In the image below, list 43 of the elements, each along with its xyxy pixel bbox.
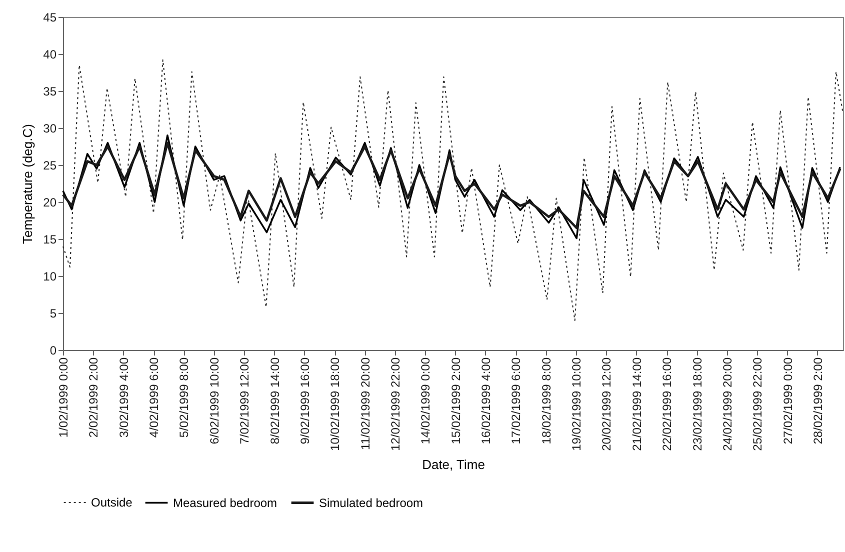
x-axis-title: Date, Time	[422, 456, 485, 472]
x-tick-label: 14/02/1999 0:00	[418, 357, 433, 444]
x-tick-label: 15/02/1999 2:00	[448, 357, 463, 444]
line-series	[62, 142, 842, 230]
y-tick-label: 45	[43, 10, 57, 24]
x-tick-label: 21/02/1999 14:00	[630, 357, 644, 451]
y-tick-label: 15	[43, 232, 57, 246]
y-tick-label: 5	[50, 306, 57, 320]
y-tick-label: 10	[43, 270, 57, 284]
x-tick-label: 17/02/1999 6:00	[509, 357, 524, 444]
y-tick-label: 40	[43, 48, 57, 62]
line-series	[62, 59, 844, 321]
y-tick-label: 0	[50, 344, 57, 358]
x-tick-label: 2/02/1999 2:00	[86, 357, 101, 438]
x-tick-label: 11/02/1999 20:00	[358, 357, 372, 450]
x-tick-label: 6/02/1999 10:00	[207, 357, 222, 444]
x-tick-label: 1/02/1999 0:00	[56, 357, 70, 438]
x-tick-label: 3/02/1999 4:00	[116, 357, 131, 438]
y-axis-title: Temperature (deg.C)	[20, 124, 36, 244]
x-tick-label: 20/02/1999 12:00	[600, 357, 614, 451]
legend-label: Measured bedroom	[173, 496, 278, 510]
x-tick-label: 19/02/1999 10:00	[570, 357, 584, 451]
x-tick-label: 10/02/1999 18:00	[328, 357, 342, 451]
x-tick-label: 7/02/1999 12:00	[238, 357, 252, 444]
x-tick-label: 24/02/1999 20:00	[720, 357, 734, 451]
y-tick-label: 35	[43, 84, 57, 98]
x-tick-label: 25/02/1999 22:00	[750, 357, 765, 451]
y-tick-label: 30	[43, 122, 57, 136]
x-tick-label: 18/02/1999 8:00	[539, 357, 554, 444]
legend-label: Simulated bedroom	[319, 496, 424, 510]
x-tick-label: 4/02/1999 6:00	[147, 357, 162, 438]
x-tick-label: 22/02/1999 16:00	[660, 357, 674, 451]
x-tick-label: 28/02/1999 2:00	[810, 357, 825, 444]
y-tick-label: 25	[43, 158, 57, 172]
x-tick-label: 16/02/1999 4:00	[479, 357, 493, 444]
x-tick-label: 8/02/1999 14:00	[268, 357, 282, 444]
x-tick-label: 9/02/1999 16:00	[298, 357, 312, 444]
x-tick-label: 27/02/1999 0:00	[780, 357, 795, 444]
x-tick-label: 5/02/1999 8:00	[177, 357, 192, 438]
x-tick-label: 23/02/1999 18:00	[690, 357, 704, 451]
x-tick-label: 12/02/1999 22:00	[388, 357, 402, 451]
y-tick-label: 20	[43, 196, 57, 210]
legend-label: Outside	[91, 496, 133, 510]
